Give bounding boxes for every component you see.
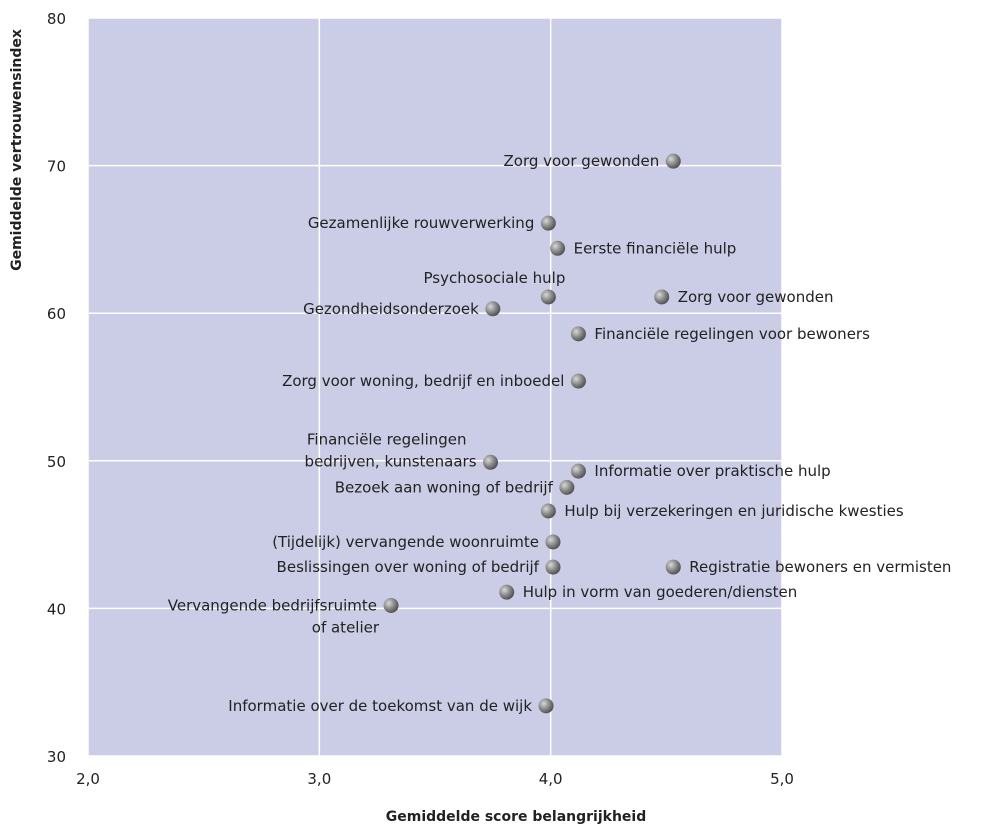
- data-points: Zorg voor gewonden Gezamenlijke rouwverwe…: [168, 152, 952, 715]
- x-tick-label: 5,0: [770, 770, 794, 788]
- point-label: Financiële regelingen voor bewoners: [594, 325, 870, 343]
- data-point: (Tijdelijk) vervangende woonruimte: [272, 533, 561, 551]
- point-label: Registratie bewoners en vermisten: [689, 558, 951, 576]
- point-label: Financiële regelingen: [307, 430, 467, 448]
- point-marker: [545, 559, 561, 575]
- point-label: Zorg voor woning, bedrijf en inboedel: [282, 372, 564, 390]
- point-marker: [654, 289, 670, 305]
- y-tick-label: 40: [47, 600, 66, 618]
- data-point: Beslissingen over woning of bedrijf: [277, 558, 561, 576]
- point-label: Informatie over de toekomst van de wijk: [228, 697, 532, 715]
- point-marker: [383, 597, 399, 613]
- point-label: Hulp in vorm van goederen/diensten: [523, 583, 798, 601]
- point-marker: [485, 301, 501, 317]
- y-tick-label: 70: [47, 158, 66, 176]
- data-point: Bezoek aan woning of bedrijf: [335, 478, 575, 496]
- point-label: Zorg voor gewonden: [503, 152, 659, 170]
- point-marker: [665, 559, 681, 575]
- point-marker: [550, 240, 566, 256]
- point-marker: [538, 698, 554, 714]
- point-label: Gezamenlijke rouwverwerking: [308, 214, 535, 232]
- point-marker: [570, 373, 586, 389]
- data-point: Gezamenlijke rouwverwerking: [308, 214, 556, 232]
- data-point: Gezondheidsonderzoek: [303, 300, 501, 318]
- point-label: Vervangende bedrijfsruimte: [168, 596, 377, 614]
- y-tick-label: 80: [47, 10, 66, 28]
- data-point: Zorg voor gewonden: [503, 152, 681, 170]
- point-marker: [540, 289, 556, 305]
- data-point: Vervangende bedrijfsruimte of atelier: [168, 596, 399, 636]
- point-label: Psychosociale hulp: [423, 269, 565, 287]
- x-axis-label: Gemiddelde score belangrijkheid: [386, 809, 646, 825]
- data-point: Informatie over de toekomst van de wijk: [228, 697, 554, 715]
- point-marker: [540, 503, 556, 519]
- point-label: Zorg voor gewonden: [678, 288, 834, 306]
- point-label: Bezoek aan woning of bedrijf: [335, 478, 554, 496]
- data-point: Zorg voor woning, bedrijf en inboedel: [282, 372, 586, 390]
- point-marker: [545, 534, 561, 550]
- y-tick-label: 50: [47, 453, 66, 471]
- data-point: Informatie over praktische hulp: [570, 462, 831, 480]
- point-marker: [559, 479, 575, 495]
- point-label: Gezondheidsonderzoek: [303, 300, 479, 318]
- data-point: Financiële regelingen voor bewoners: [570, 325, 870, 343]
- point-label: bedrijven, kunstenaars: [305, 452, 477, 470]
- x-tick-label: 2,0: [76, 770, 100, 788]
- data-point: Hulp bij verzekeringen en juridische kwe…: [540, 502, 904, 520]
- y-axis-ticks: 30 40 50 60 70 80: [47, 10, 66, 766]
- point-label: Informatie over praktische hulp: [594, 462, 830, 480]
- point-label: Hulp bij verzekeringen en juridische kwe…: [564, 502, 904, 520]
- grid-lines: [87, 17, 783, 757]
- point-marker: [540, 215, 556, 231]
- point-marker: [499, 584, 515, 600]
- point-label: of atelier: [312, 618, 380, 636]
- x-tick-label: 3,0: [307, 770, 331, 788]
- data-point: Zorg voor gewonden: [654, 288, 833, 306]
- point-label: Eerste financiële hulp: [574, 239, 737, 257]
- data-point: Hulp in vorm van goederen/diensten: [499, 583, 797, 601]
- data-point: Eerste financiële hulp: [550, 239, 736, 257]
- data-point: Registratie bewoners en vermisten: [665, 558, 951, 576]
- point-marker: [570, 463, 586, 479]
- y-tick-label: 60: [47, 305, 66, 323]
- point-marker: [483, 454, 499, 470]
- point-marker: [570, 326, 586, 342]
- x-tick-label: 4,0: [539, 770, 563, 788]
- y-tick-label: 30: [47, 748, 66, 766]
- plot-area: [88, 18, 782, 756]
- y-axis-label: Gemiddelde vertrouwensindex: [9, 29, 25, 271]
- point-marker: [665, 153, 681, 169]
- x-axis-ticks: 2,0 3,0 4,0 5,0: [76, 770, 794, 788]
- point-label: (Tijdelijk) vervangende woonruimte: [272, 533, 539, 551]
- data-point: Financiële regelingen bedrijven, kunstena…: [305, 430, 499, 470]
- data-point: Psychosociale hulp: [423, 269, 565, 305]
- point-label: Beslissingen over woning of bedrijf: [277, 558, 540, 576]
